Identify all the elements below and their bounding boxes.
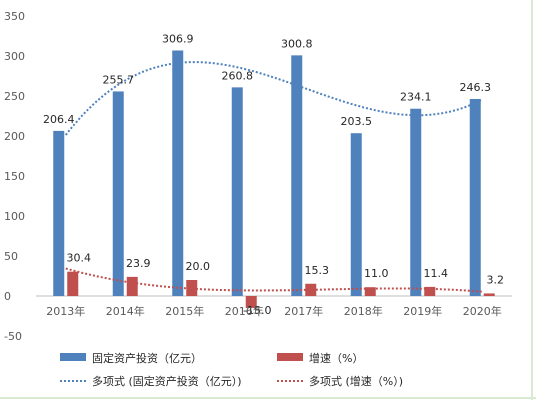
data-label-growth: -15.0	[243, 304, 271, 317]
data-label-investment: 260.8	[222, 69, 254, 82]
data-label-growth: 11.4	[424, 267, 449, 280]
legend-label: 增速（%）	[309, 351, 363, 365]
data-label-growth: 30.4	[67, 252, 92, 265]
bar-growth	[67, 271, 79, 296]
data-label-growth: 11.0	[364, 267, 389, 280]
y-tick-label: -50	[4, 330, 22, 343]
data-label-growth: 15.3	[305, 264, 330, 277]
data-label-investment: 203.5	[341, 115, 373, 128]
x-tick-label: 2019年	[403, 304, 442, 318]
frame-right-edge	[531, 0, 533, 400]
data-label-growth: 23.9	[126, 257, 151, 270]
data-label-investment: 246.3	[460, 81, 492, 94]
x-tick-label: 2013年	[46, 304, 85, 318]
data-label-investment: 255.7	[103, 73, 135, 86]
y-tick-label: 250	[4, 90, 25, 103]
legend-swatch-growth	[277, 353, 303, 361]
data-label-investment: 306.9	[162, 32, 194, 45]
y-tick-label: 300	[4, 50, 25, 63]
bar-investment	[410, 108, 422, 296]
y-tick-label: 200	[4, 130, 25, 143]
bar-growth	[126, 276, 138, 296]
x-tick-label: 2016年	[225, 304, 264, 318]
bar-investment	[350, 133, 362, 296]
x-tick-label: 2017年	[284, 304, 323, 318]
bar-growth	[305, 283, 317, 296]
legend-label: 固定资产投资（亿元）	[92, 351, 202, 365]
bar-growth	[483, 293, 495, 296]
legend-swatch-investment	[60, 353, 86, 361]
bar-growth	[424, 286, 436, 296]
y-tick-label: 50	[4, 250, 18, 263]
x-tick-label: 2014年	[106, 304, 145, 318]
data-label-growth: 20.0	[186, 260, 211, 273]
bar-investment	[469, 98, 481, 297]
frame-bottom-edge	[0, 397, 536, 399]
y-tick-label: 150	[4, 170, 25, 183]
y-tick-label: 100	[4, 210, 25, 223]
bar-investment	[53, 130, 65, 296]
data-label-investment: 300.8	[281, 37, 313, 50]
bar-growth	[186, 280, 198, 296]
y-tick-label: 0	[4, 290, 11, 303]
bar-investment	[172, 50, 184, 297]
y-tick-label: 350	[4, 10, 25, 23]
bar-investment	[231, 87, 243, 296]
trendline-growth	[65, 267, 483, 293]
trendline-investment	[65, 61, 483, 136]
bar-investment	[291, 55, 303, 296]
legend-label: 多项式 (增速（%）)	[309, 374, 403, 388]
data-label-growth: 3.2	[487, 273, 505, 286]
x-tick-label: 2015年	[165, 304, 204, 318]
x-tick-label: 2018年	[344, 304, 383, 318]
legend-label: 多项式 (固定资产投资（亿元）)	[92, 374, 242, 388]
bar-investment	[112, 91, 124, 296]
x-tick-label: 2020年	[463, 304, 502, 318]
bar-growth	[245, 296, 257, 308]
data-label-investment: 206.4	[43, 113, 75, 126]
data-label-investment: 234.1	[400, 91, 432, 104]
bar-growth	[364, 287, 376, 296]
